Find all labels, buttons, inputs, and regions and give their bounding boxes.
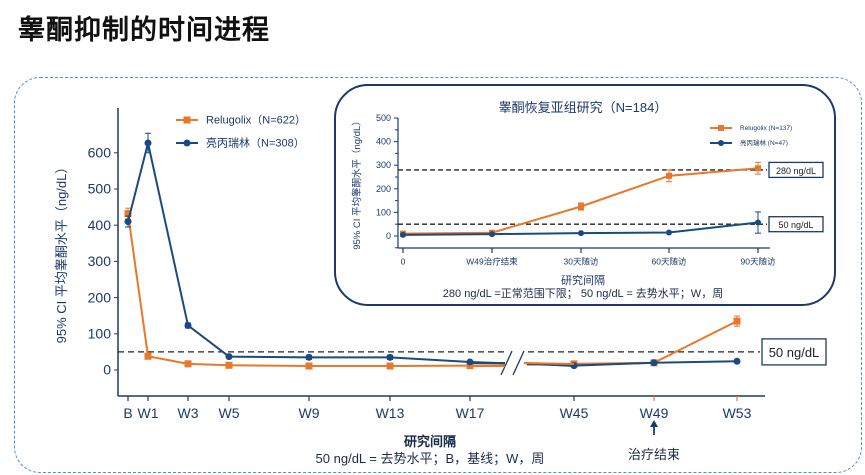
data-point-square bbox=[578, 203, 584, 210]
data-point-circle bbox=[305, 353, 313, 361]
x-tick-label: W53 bbox=[723, 405, 752, 421]
legend-label: 亮丙瑞林（N=308） bbox=[206, 136, 305, 150]
x-axis-label: 研究间隔 bbox=[404, 434, 456, 449]
y-tick-label: 100 bbox=[88, 325, 112, 341]
x-tick-label: 60天随访 bbox=[652, 257, 687, 267]
y-tick-label: 300 bbox=[88, 253, 112, 269]
y-axis-label: 95% CI 平均睾酮水平（ng/dL） bbox=[351, 116, 363, 250]
y-tick-label: 300 bbox=[376, 160, 391, 170]
y-axis-label: 95% CI 平均睾酮水平（ng/dL） bbox=[54, 161, 69, 344]
legend-marker bbox=[718, 140, 724, 146]
data-point-square bbox=[184, 360, 192, 368]
axis-break-mark bbox=[500, 350, 513, 376]
data-point-circle bbox=[386, 353, 394, 361]
data-point-circle bbox=[650, 359, 658, 367]
axis-break-mark bbox=[512, 350, 525, 376]
data-point-circle bbox=[144, 139, 152, 147]
reference-label-box bbox=[768, 216, 824, 233]
series-line-1 bbox=[127, 142, 738, 367]
y-tick-label: 500 bbox=[376, 113, 391, 123]
series-line-break-segment bbox=[523, 362, 575, 365]
x-tick-label: W1 bbox=[138, 405, 159, 421]
x-tick-label: W45 bbox=[560, 405, 589, 421]
data-point-circle bbox=[666, 229, 672, 236]
data-point-square bbox=[386, 362, 394, 370]
reference-label: 50 ng/dL bbox=[778, 220, 813, 230]
data-point-circle bbox=[755, 219, 761, 226]
legend-label: 亮丙瑞林 (N=47) bbox=[740, 138, 788, 147]
y-tick-label: 400 bbox=[88, 217, 112, 233]
x-tick-label: W49治疗结束 bbox=[466, 257, 518, 267]
end-of-treatment-label: 治疗结束 bbox=[628, 447, 680, 462]
data-point-square bbox=[225, 361, 233, 369]
data-point-circle bbox=[124, 218, 132, 226]
legend-marker bbox=[718, 125, 724, 131]
data-point-square bbox=[733, 317, 741, 325]
data-point-square bbox=[666, 172, 672, 179]
x-tick-label: B bbox=[123, 405, 132, 421]
legend-label: Relugolix（N=622） bbox=[206, 114, 306, 127]
data-point-circle bbox=[578, 230, 584, 237]
x-axis-label: 研究间隔 bbox=[561, 273, 605, 287]
axis-break-gap bbox=[505, 350, 527, 380]
y-tick-label: 0 bbox=[103, 362, 111, 378]
y-tick-label: 400 bbox=[376, 137, 391, 147]
inset-title: 睾酮恢复亚组研究（N=184） bbox=[499, 100, 668, 115]
y-tick-label: 100 bbox=[376, 207, 391, 217]
data-point-circle bbox=[225, 353, 233, 361]
x-tick-label: W13 bbox=[376, 405, 405, 421]
y-tick-label: 200 bbox=[376, 184, 391, 194]
legend-marker bbox=[183, 139, 191, 147]
y-tick-label: 600 bbox=[88, 144, 112, 160]
x-tick-label: 30天随访 bbox=[564, 257, 599, 267]
reference-label: 280 ng/dL bbox=[776, 166, 816, 176]
x-tick-label: W5 bbox=[219, 405, 240, 421]
data-point-square bbox=[124, 210, 132, 218]
data-point-circle bbox=[400, 231, 406, 238]
footnote: 50 ng/dL = 去势水平；B，基线；W，周 bbox=[316, 451, 545, 467]
page-title: 睾酮抑制的时间进程 bbox=[18, 15, 270, 46]
x-tick-label: W9 bbox=[299, 405, 320, 421]
x-tick-label: W3 bbox=[178, 405, 199, 421]
reference-label: 50 ng/dL bbox=[769, 345, 820, 360]
data-point-square bbox=[144, 352, 152, 360]
data-point-square bbox=[755, 165, 761, 172]
main-chart-frame bbox=[14, 77, 862, 473]
reference-label-box bbox=[768, 161, 824, 179]
data-point-circle bbox=[733, 357, 741, 365]
x-tick-label: 0 bbox=[401, 257, 406, 267]
arrow-head-icon bbox=[650, 420, 658, 427]
y-tick-label: 500 bbox=[88, 181, 112, 197]
legend-marker bbox=[183, 116, 191, 124]
footnote: 280 ng/dL =正常范围下限； 50 ng/dL = 去势水平；W，周 bbox=[443, 286, 723, 300]
data-point-circle bbox=[184, 321, 192, 329]
inset-chart-frame bbox=[334, 84, 836, 306]
data-point-circle bbox=[489, 231, 495, 238]
x-tick-label: W17 bbox=[456, 405, 485, 421]
legend-label: Relugolix (N=137) bbox=[740, 125, 792, 132]
x-tick-label: 90天随访 bbox=[741, 257, 776, 267]
y-tick-label: 0 bbox=[386, 231, 391, 241]
x-tick-label: W49 bbox=[640, 405, 669, 421]
reference-label-box bbox=[761, 338, 827, 366]
y-tick-label: 200 bbox=[88, 289, 112, 305]
data-point-square bbox=[305, 362, 313, 370]
